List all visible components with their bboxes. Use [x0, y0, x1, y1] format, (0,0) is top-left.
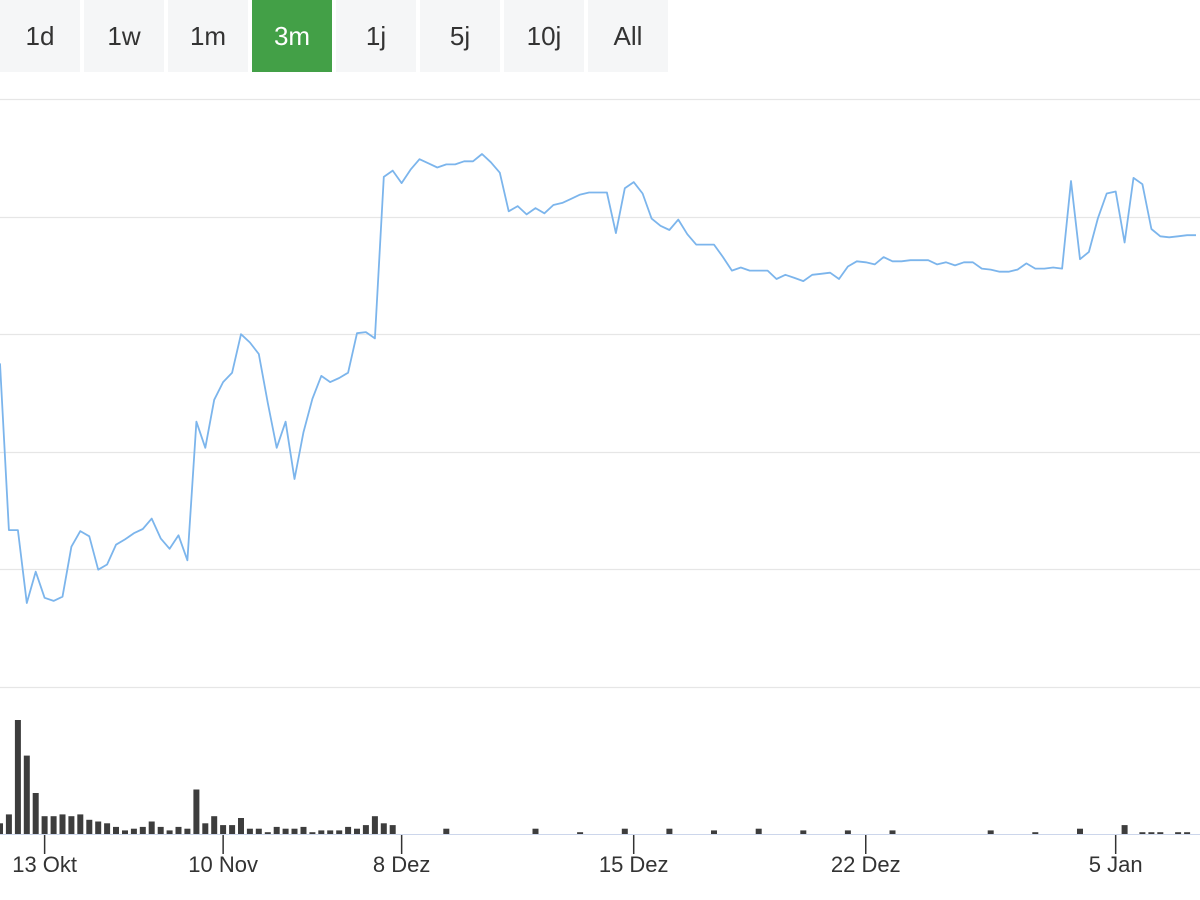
volume-bars — [0, 720, 1191, 835]
x-tick-label: 8 Dez — [373, 852, 430, 877]
volume-bar — [309, 832, 316, 834]
x-tick-label: 22 Dez — [831, 852, 901, 877]
volume-bar — [14, 720, 21, 834]
volume-bar — [32, 793, 39, 834]
volume-bar — [130, 828, 137, 834]
volume-bar — [229, 825, 236, 834]
volume-bar — [41, 816, 48, 834]
volume-bar — [255, 828, 262, 834]
price-line — [0, 153, 1196, 604]
volume-bar — [139, 826, 146, 834]
chart-gridlines — [0, 98, 1200, 689]
volume-bar — [371, 816, 378, 834]
volume-bar — [755, 828, 762, 834]
volume-bar — [300, 826, 307, 834]
x-tick-label: 15 Dez — [599, 852, 669, 877]
volume-bar — [1157, 832, 1164, 834]
volume-bar — [1148, 832, 1155, 834]
volume-bar — [238, 818, 244, 834]
volume-bar — [148, 821, 155, 834]
volume-bar — [175, 826, 182, 834]
volume-bar — [327, 830, 334, 834]
range-button-all[interactable]: All — [588, 0, 668, 72]
volume-bar — [166, 830, 173, 834]
volume-bar — [362, 825, 369, 834]
volume-bar — [532, 828, 539, 834]
volume-bar — [318, 830, 325, 834]
volume-bar — [264, 832, 271, 834]
volume-bar — [443, 828, 450, 834]
volume-bar — [800, 830, 807, 834]
volume-bar — [577, 832, 584, 834]
volume-bar — [68, 816, 75, 834]
volume-bar — [844, 830, 851, 834]
volume-bar — [104, 823, 111, 834]
volume-bar — [184, 828, 191, 834]
volume-bar — [1139, 832, 1146, 834]
volume-bar — [389, 825, 396, 834]
volume-bar — [220, 825, 227, 834]
volume-bar — [345, 826, 352, 834]
range-button-10j[interactable]: 10j — [504, 0, 584, 72]
volume-bar — [354, 828, 360, 834]
volume-bar — [621, 828, 628, 834]
volume-bar — [5, 814, 12, 834]
volume-bar — [1121, 825, 1128, 834]
volume-bar — [122, 830, 128, 834]
volume-bar — [193, 789, 200, 834]
volume-bar — [59, 814, 66, 834]
volume-bar — [380, 823, 387, 834]
volume-bar — [273, 826, 280, 834]
range-selector: 1d 1w 1m 3m 1j 5j 10j All — [0, 0, 668, 72]
x-tick-label: 10 Nov — [188, 852, 258, 877]
range-button-1m[interactable]: 1m — [168, 0, 248, 72]
volume-bar — [50, 816, 57, 834]
volume-bar — [0, 823, 3, 834]
volume-bar — [1184, 832, 1191, 834]
volume-bar — [666, 828, 673, 834]
x-axis-ticks: 13 Okt 10 Nov 8 Dez 15 Dez 22 Dez 5 Jan — [12, 835, 1143, 877]
volume-bar — [1175, 832, 1182, 834]
volume-bar — [113, 826, 119, 834]
volume-bar — [95, 821, 102, 834]
volume-bar — [77, 814, 84, 834]
range-button-1w[interactable]: 1w — [84, 0, 164, 72]
volume-bar — [1077, 828, 1083, 834]
x-tick-label: 5 Jan — [1089, 852, 1143, 877]
volume-bar — [889, 830, 896, 834]
volume-bar — [1032, 832, 1039, 834]
range-button-1j[interactable]: 1j — [336, 0, 416, 72]
x-tick-label: 13 Okt — [12, 852, 77, 877]
volume-bar — [23, 755, 30, 834]
volume-bar — [987, 830, 994, 834]
volume-bar — [336, 830, 343, 834]
range-button-5j[interactable]: 5j — [420, 0, 500, 72]
volume-bar — [211, 816, 218, 834]
volume-bar — [157, 826, 164, 834]
volume-bar — [202, 823, 209, 834]
range-button-1d[interactable]: 1d — [0, 0, 80, 72]
range-button-3m[interactable]: 3m — [252, 0, 332, 72]
volume-bar — [291, 828, 298, 834]
volume-bar — [86, 819, 93, 835]
volume-bar — [246, 828, 253, 834]
volume-bar — [282, 828, 289, 834]
volume-bar — [711, 830, 717, 834]
